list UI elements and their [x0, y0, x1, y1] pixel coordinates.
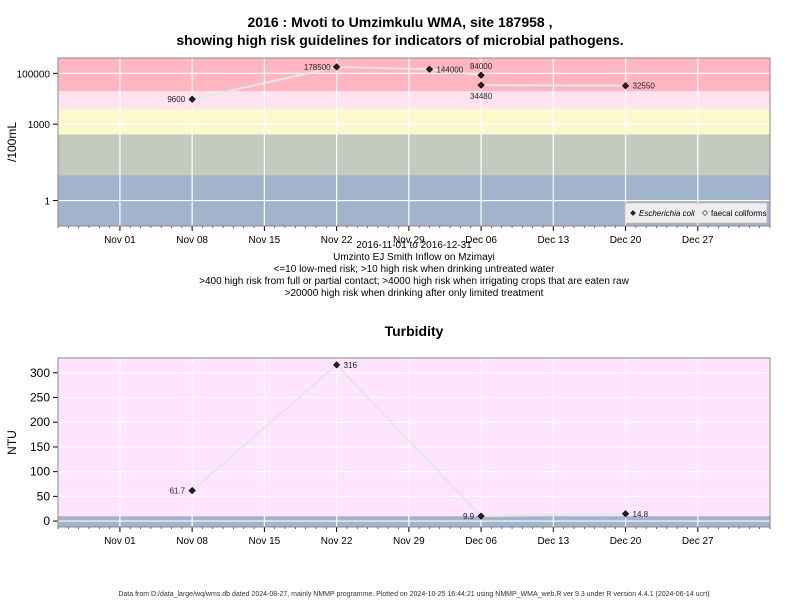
x-tick-label: Nov 15: [249, 536, 281, 547]
panel-border: [57, 57, 771, 227]
x-tick-label: Nov 29: [393, 235, 425, 246]
risk-note-1: <=10 low-med risk; >10 high risk when dr…: [274, 264, 556, 275]
data-label: 61.7: [170, 487, 186, 496]
x-tick-label: Nov 08: [176, 536, 208, 547]
x-tick-label: Nov 29: [393, 536, 425, 547]
data-label: 34480: [470, 92, 493, 101]
microbial-panel: Nov 01 Nov 08 Nov 15 Nov 22 Nov 29 Dec 06 Dec …: [5, 57, 771, 246]
chart-title-line1: 2016 : Mvoti to Umzimkulu WMA, site 1879…: [248, 14, 553, 30]
legend-label: faecal coliforms: [711, 209, 767, 218]
y-tick-label: 1000: [28, 120, 51, 131]
x-tick-label: Nov 22: [321, 536, 353, 547]
x-tick-label: Dec 27: [682, 536, 714, 547]
y-tick-label: 300: [30, 366, 50, 380]
risk-band-3: [58, 108, 770, 135]
y-tick-label: 250: [30, 391, 50, 405]
data-point: [332, 361, 341, 369]
x-tick-label: Nov 01: [104, 235, 136, 246]
y-axis-label: /100mL: [5, 122, 19, 162]
x-tick-label: Nov 08: [176, 235, 208, 246]
data-point: [477, 512, 485, 520]
chart-notes: 2016-11-01 to 2016-12-31 Umzinto EJ Smit…: [199, 240, 629, 299]
series-line: [191, 363, 626, 518]
x-tick-label: Dec 06: [465, 235, 497, 246]
legend-marker: [702, 210, 708, 216]
y-tick-label: 200: [30, 415, 50, 429]
data-point: [621, 82, 630, 90]
data-label: 144000: [436, 65, 463, 74]
x-tick-label: Dec 06: [465, 536, 497, 547]
data-point: [477, 71, 485, 79]
x-tick-label: Dec 13: [537, 235, 569, 246]
data-label: 178500: [304, 63, 331, 72]
y-tick-label: 50: [37, 489, 51, 503]
y-tick-label: 100: [30, 465, 50, 479]
legend-marker: [630, 210, 636, 216]
x-tick-label: Dec 13: [537, 536, 569, 547]
data-point: [425, 65, 434, 73]
turbidity-panel: Nov 01 Nov 08 Nov 15 Nov 22 Nov 29 Dec 06 Dec …: [5, 357, 771, 547]
data-label: 9600: [167, 95, 185, 104]
x-tick-label: Dec 27: [682, 235, 714, 246]
data-point: [477, 81, 485, 89]
data-label: 84000: [470, 62, 493, 71]
y-tick-label: 1: [44, 197, 50, 208]
risk-band-2: [58, 134, 770, 176]
site-name-note: Umzinto EJ Smith Inflow on Mzimayi: [333, 252, 495, 263]
panel-border: [57, 357, 771, 528]
data-point: [188, 95, 196, 103]
risk-note-3: >20000 high risk when drinking after onl…: [285, 288, 544, 299]
x-tick-label: Nov 01: [104, 536, 136, 547]
data-label: 316: [344, 361, 358, 370]
y-tick-label: 150: [30, 440, 50, 454]
x-tick-label: Nov 15: [249, 235, 281, 246]
risk-band-2: [58, 358, 770, 517]
risk-band-4: [58, 91, 770, 109]
data-label: 9.9: [463, 512, 475, 521]
data-label: 32550: [633, 82, 656, 91]
x-tick-label: Dec 20: [610, 235, 642, 246]
x-tick-label: Dec 20: [610, 536, 642, 547]
y-axis-label: NTU: [5, 430, 19, 455]
y-tick-label: 0: [43, 514, 50, 528]
data-point: [332, 63, 341, 71]
data-point: [621, 510, 630, 518]
risk-note-2: >400 high risk from full or partial cont…: [199, 276, 629, 287]
series-line: [191, 65, 626, 101]
y-tick-label: 100000: [17, 69, 51, 80]
chart-title-line2: showing high risk guidelines for indicat…: [176, 32, 623, 48]
turbidity-title: Turbidity: [385, 323, 444, 339]
data-label: 14.8: [633, 510, 649, 519]
legend-box: [624, 202, 768, 224]
x-tick-label: Nov 22: [321, 235, 353, 246]
date-range-note: 2016-11-01 to 2016-12-31: [356, 240, 472, 251]
legend-label: Escherichia coli: [639, 209, 695, 218]
footer-note: Data from D:/data_large/wq/wms.db dated …: [118, 591, 709, 598]
risk-band-5: [58, 58, 770, 92]
data-point: [188, 486, 196, 495]
